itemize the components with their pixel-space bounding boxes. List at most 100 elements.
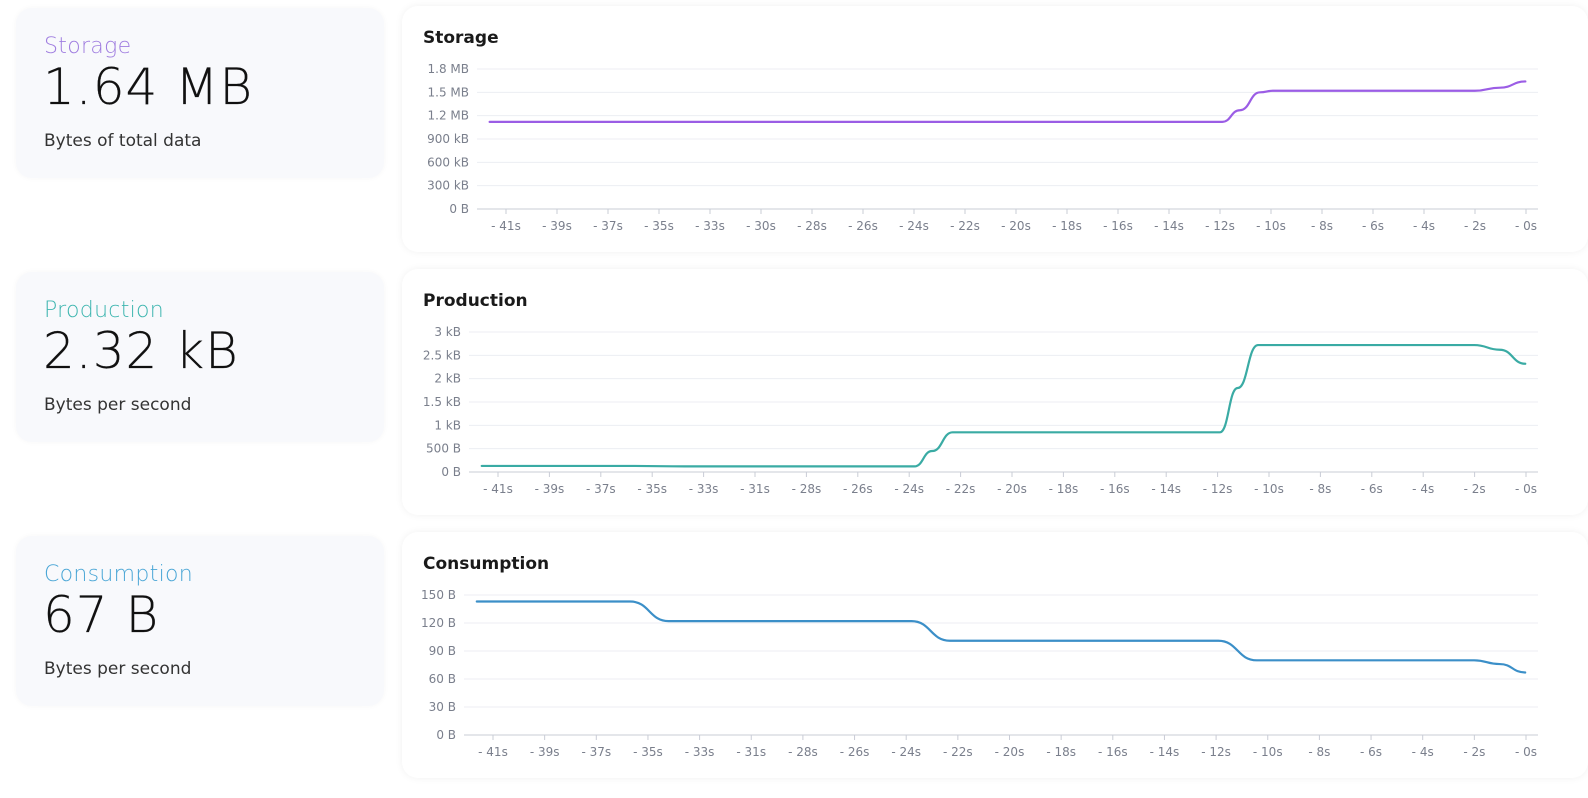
x-tick-label: - 37s [586,482,616,496]
series-line [480,343,1527,468]
x-tick-label: - 0s [1515,219,1537,233]
x-tick-label: - 6s [1361,482,1383,496]
chart-title: Production [423,291,528,311]
x-tick-label: - 20s [1001,219,1031,233]
x-tick-label: - 26s [840,745,870,759]
x-tick-label: - 41s [483,482,513,496]
x-tick-label: - 2s [1463,745,1485,759]
y-tick-label: 900 kB [427,132,469,146]
stat-subtitle: Bytes of total data [44,131,202,151]
x-tick-label: - 41s [478,745,508,759]
stat-subtitle: Bytes per second [44,659,192,679]
x-tick-label: - 31s [740,482,770,496]
y-tick-label: 0 B [449,202,469,216]
x-tick-label: - 22s [946,482,976,496]
x-tick-label: - 18s [1046,745,1076,759]
x-tick-label: - 35s [644,219,674,233]
x-tick-label: - 6s [1360,745,1382,759]
x-tick-label: - 22s [950,219,980,233]
x-tick-label: - 14s [1151,482,1181,496]
x-tick-label: - 24s [899,219,929,233]
x-tick-label: - 0s [1515,482,1537,496]
x-tick-label: - 24s [891,745,921,759]
stat-value: 2.32 kB [43,322,239,380]
x-tick-label: - 20s [997,482,1027,496]
y-tick-label: 1.5 MB [428,85,469,99]
y-tick-label: 2.5 kB [423,348,461,362]
stat-label: Storage [44,34,132,59]
stat-label: Consumption [44,562,194,587]
x-tick-label: - 30s [746,219,776,233]
stat-subtitle: Bytes per second [44,395,192,415]
production-stat-card: Production 2.32 kB Bytes per second [16,272,384,442]
storage-stat-card: Storage 1.64 MB Bytes of total data [16,8,384,178]
stat-label: Production [44,298,165,323]
x-tick-label: - 28s [792,482,822,496]
consumption-chart: 0 B 30 B 60 B 90 B 120 B 150 B - 41s - 39s - 37s… [421,588,1538,759]
x-tick-label: - 16s [1100,482,1130,496]
storage-chart: 0 B 300 kB 600 kB 900 kB 1.2 MB 1.5 MB 1.8 MB -… [427,62,1538,233]
x-tick-label: - 16s [1098,745,1128,759]
x-tick-label: - 12s [1205,219,1235,233]
x-tick-label: - 33s [695,219,725,233]
y-tick-label: 1.2 MB [428,109,469,123]
x-tick-label: - 10s [1254,482,1284,496]
x-tick-label: - 24s [894,482,924,496]
x-tick-label: - 18s [1049,482,1079,496]
x-tick-label: - 28s [788,745,818,759]
x-tick-label: - 18s [1052,219,1082,233]
y-tick-label: 1.8 MB [428,62,469,76]
x-tick-label: - 2s [1464,219,1486,233]
x-tick-label: - 12s [1203,482,1233,496]
x-tick-label: - 10s [1253,745,1283,759]
x-tick-label: - 33s [689,482,719,496]
x-tick-label: - 2s [1464,482,1486,496]
chart-title: Storage [423,28,499,48]
y-tick-label: 120 B [421,616,456,630]
y-tick-label: 1 kB [434,418,461,432]
y-tick-label: 3 kB [434,325,461,339]
y-tick-label: 30 B [429,700,456,714]
y-tick-label: 600 kB [427,155,469,169]
x-tick-label: - 0s [1515,745,1537,759]
consumption-stat-card: Consumption 67 B Bytes per second [16,536,384,706]
y-tick-label: 90 B [429,644,456,658]
x-tick-label: - 28s [797,219,827,233]
x-tick-label: - 33s [685,745,715,759]
production-chart-card: Production 0 B 500 B 1 kB 1.5 kB 2 kB 2.5 kB 3… [402,269,1588,515]
y-tick-label: 60 B [429,672,456,686]
x-tick-label: - 16s [1103,219,1133,233]
x-tick-label: - 26s [843,482,873,496]
x-tick-label: - 37s [581,745,611,759]
x-tick-label: - 35s [633,745,663,759]
stat-value: 67 B [43,586,160,644]
y-tick-label: 500 B [426,442,461,456]
series-line [475,600,1527,674]
x-tick-label: - 39s [530,745,560,759]
x-tick-label: - 8s [1309,482,1331,496]
x-tick-label: - 12s [1201,745,1231,759]
consumption-chart-card: Consumption 0 B 30 B 60 B 90 B 120 B 150 B - 4… [402,532,1588,778]
x-tick-label: - 14s [1150,745,1180,759]
x-tick-label: - 37s [593,219,623,233]
x-tick-label: - 8s [1308,745,1330,759]
x-tick-label: - 39s [542,219,572,233]
x-tick-label: - 35s [637,482,667,496]
x-tick-label: - 39s [535,482,565,496]
x-tick-label: - 26s [848,219,878,233]
storage-chart-card: Storage 0 B 300 kB 600 kB 900 kB 1.2 MB 1.5 M… [402,6,1588,252]
series-line [488,80,1527,123]
y-tick-label: 0 B [441,465,461,479]
x-tick-label: - 4s [1412,482,1434,496]
x-tick-label: - 31s [736,745,766,759]
y-tick-label: 300 kB [427,179,469,193]
y-tick-label: 0 B [436,728,456,742]
x-tick-label: - 41s [491,219,521,233]
x-tick-label: - 20s [995,745,1025,759]
production-chart: 0 B 500 B 1 kB 1.5 kB 2 kB 2.5 kB 3 kB - 41s - 3… [423,325,1538,496]
stat-value: 1.64 MB [43,58,254,116]
x-tick-label: - 6s [1362,219,1384,233]
chart-title: Consumption [423,554,550,574]
x-tick-label: - 8s [1311,219,1333,233]
x-tick-label: - 14s [1154,219,1184,233]
